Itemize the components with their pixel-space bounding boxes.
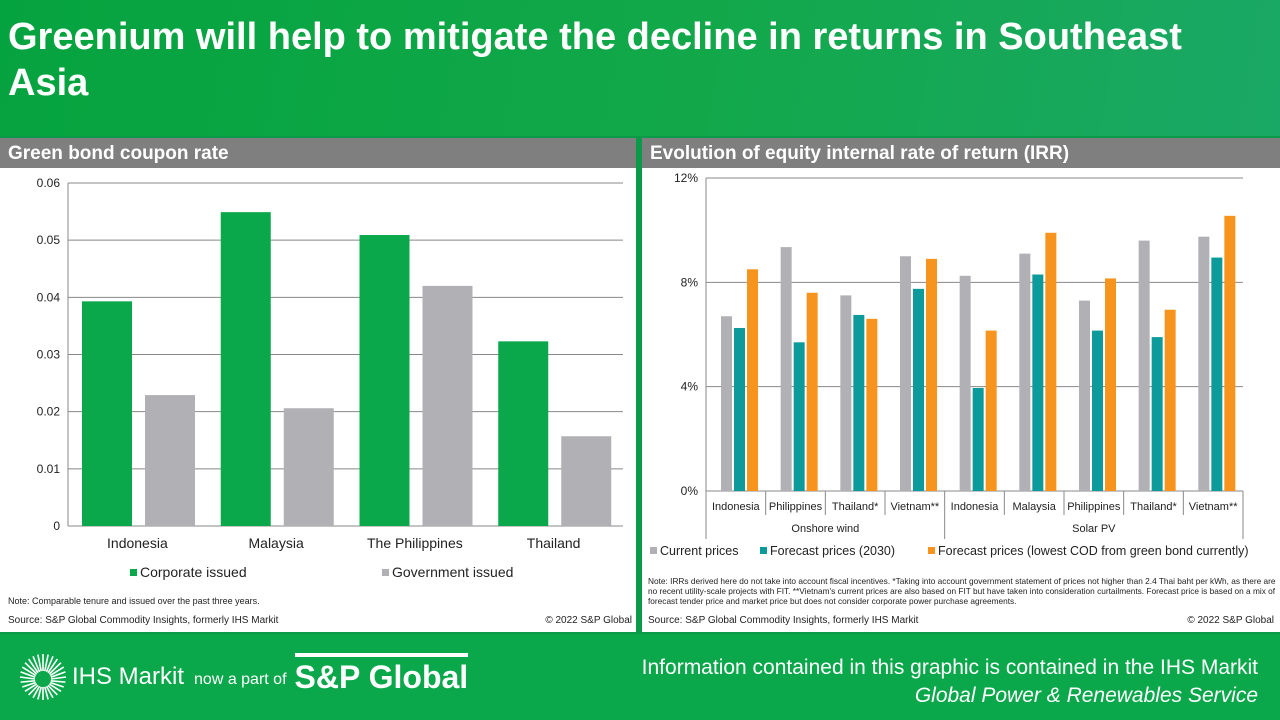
footer-info: Information contained in this graphic is… bbox=[642, 654, 1258, 710]
bar-current bbox=[959, 275, 971, 491]
legend-label: Forecast prices (lowest COD from green b… bbox=[938, 544, 1249, 558]
legend-swatch bbox=[928, 547, 935, 554]
irr-chart: 0% 4% 8% 12% Indonesia Philippines Thailand* Vi… bbox=[650, 171, 1249, 558]
bar-forecast-2030 bbox=[853, 314, 865, 491]
bar-forecast-2030 bbox=[1092, 330, 1103, 491]
legend-label: Current prices bbox=[660, 544, 739, 558]
y-tick-label: 0.01 bbox=[37, 462, 61, 476]
bar-forecast-2030 bbox=[734, 327, 745, 491]
bar-current bbox=[721, 316, 732, 491]
legend-label: Corporate issued bbox=[140, 564, 247, 580]
x-tick-label: Thailand* bbox=[1130, 501, 1177, 513]
bar-forecast-2030 bbox=[1211, 257, 1223, 491]
y-tick-label: 0.02 bbox=[37, 405, 61, 419]
bar-forecast-green-bond bbox=[1224, 215, 1236, 491]
bar-forecast-green-bond bbox=[1045, 232, 1057, 491]
bar-forecast-2030 bbox=[793, 342, 805, 491]
bar-current bbox=[900, 256, 911, 491]
footer: IHS Markit now a part of S&P Global Info… bbox=[0, 634, 1280, 720]
logo-ihs: IHS Markit bbox=[72, 663, 185, 690]
bar-forecast-green-bond bbox=[1164, 309, 1176, 491]
left-panel-header: Green bond coupon rate bbox=[0, 138, 636, 168]
x-tick-label: Indonesia bbox=[951, 501, 1000, 513]
logo-mid: now a part of bbox=[194, 671, 287, 688]
y-tick-label: 8% bbox=[681, 275, 699, 289]
left-note: Note: Comparable tenure and issued over … bbox=[8, 596, 260, 606]
legend-swatch bbox=[650, 547, 657, 554]
x-tick-label: Thailand* bbox=[832, 501, 879, 513]
right-note: Note: IRRs derived here do not take into… bbox=[648, 576, 1276, 606]
bar-current bbox=[1138, 240, 1150, 491]
y-tick-label: 4% bbox=[681, 380, 699, 394]
page-title: Greenium will help to mitigate the decli… bbox=[8, 16, 1182, 104]
bar-current bbox=[1079, 300, 1090, 491]
bar-government-issued bbox=[145, 395, 195, 526]
x-tick-label: Malaysia bbox=[249, 535, 304, 551]
bar-government-issued bbox=[283, 408, 334, 526]
bar-forecast-green-bond bbox=[866, 318, 878, 491]
x-tick-label: Indonesia bbox=[107, 535, 168, 551]
bar-forecast-green-bond bbox=[806, 292, 818, 491]
legend-swatch bbox=[130, 569, 137, 576]
bar-forecast-green-bond bbox=[747, 269, 758, 491]
logo-sp: S&P Global bbox=[294, 652, 469, 696]
bar-corporate-issued bbox=[498, 341, 549, 526]
right-source: Source: S&P Global Commodity Insights, f… bbox=[648, 615, 919, 626]
logo: IHS Markit now a part of S&P Global bbox=[18, 652, 469, 702]
bar-forecast-2030 bbox=[972, 387, 984, 491]
bar-corporate-issued bbox=[220, 212, 271, 526]
x-tick-label: Vietnam** bbox=[890, 501, 939, 513]
y-tick-label: 0% bbox=[681, 484, 699, 498]
x-tick-label: The Philippines bbox=[367, 535, 463, 551]
y-tick-label: 0.06 bbox=[37, 176, 61, 190]
bar-forecast-2030 bbox=[1032, 274, 1044, 491]
x-tick-label: Indonesia bbox=[712, 501, 761, 513]
right-panel-header: Evolution of equity internal rate of ret… bbox=[642, 138, 1280, 168]
legend-label: Forecast prices (2030) bbox=[770, 544, 895, 558]
bar-government-issued bbox=[561, 436, 612, 526]
y-tick-label: 12% bbox=[674, 171, 698, 185]
bar-corporate-issued bbox=[82, 301, 132, 526]
bar-current bbox=[1198, 236, 1210, 491]
x-tick-label: Malaysia bbox=[1012, 501, 1056, 513]
x-tick-label: Philippines bbox=[769, 501, 823, 513]
right-panel: Evolution of equity internal rate of ret… bbox=[642, 138, 1280, 632]
ihs-burst-icon bbox=[19, 654, 67, 700]
bar-forecast-2030 bbox=[1151, 337, 1163, 491]
right-copyright: © 2022 S&P Global bbox=[1187, 615, 1274, 626]
left-panel: Green bond coupon rate 0 0.01 0.02 0.03 0.04… bbox=[0, 138, 636, 632]
title-bar: Greenium will help to mitigate the decli… bbox=[0, 0, 1280, 136]
bar-current bbox=[780, 247, 792, 491]
bar-forecast-green-bond bbox=[1105, 278, 1116, 491]
bar-forecast-2030 bbox=[913, 288, 924, 491]
x-tick-label: Thailand bbox=[527, 535, 581, 551]
bar-government-issued bbox=[422, 285, 473, 526]
y-tick-label: 0 bbox=[53, 519, 60, 533]
x-tick-label: Vietnam** bbox=[1189, 501, 1238, 513]
coupon-rate-chart: 0 0.01 0.02 0.03 0.04 0.05 0.06 Indonesia Malays… bbox=[37, 176, 623, 580]
x-tick-label: Philippines bbox=[1067, 501, 1121, 513]
bar-current bbox=[1019, 253, 1031, 491]
legend-swatch bbox=[382, 569, 389, 576]
bar-forecast-green-bond bbox=[926, 258, 937, 491]
y-tick-label: 0.03 bbox=[37, 348, 61, 362]
bar-corporate-issued bbox=[359, 235, 410, 526]
left-source: Source: S&P Global Commodity Insights, f… bbox=[8, 615, 279, 626]
legend-swatch bbox=[760, 547, 767, 554]
footer-info-line2: Global Power & Renewables Service bbox=[914, 684, 1258, 707]
bar-forecast-green-bond bbox=[985, 330, 997, 491]
y-tick-label: 0.05 bbox=[37, 233, 61, 247]
y-tick-label: 0.04 bbox=[37, 290, 61, 304]
group-label: Solar PV bbox=[1072, 523, 1116, 535]
left-copyright: © 2022 S&P Global bbox=[545, 615, 632, 626]
footer-info-line1: Information contained in this graphic is… bbox=[641, 656, 1258, 679]
group-label: Onshore wind bbox=[791, 523, 859, 535]
bar-current bbox=[840, 295, 852, 491]
legend-label: Government issued bbox=[392, 564, 513, 580]
